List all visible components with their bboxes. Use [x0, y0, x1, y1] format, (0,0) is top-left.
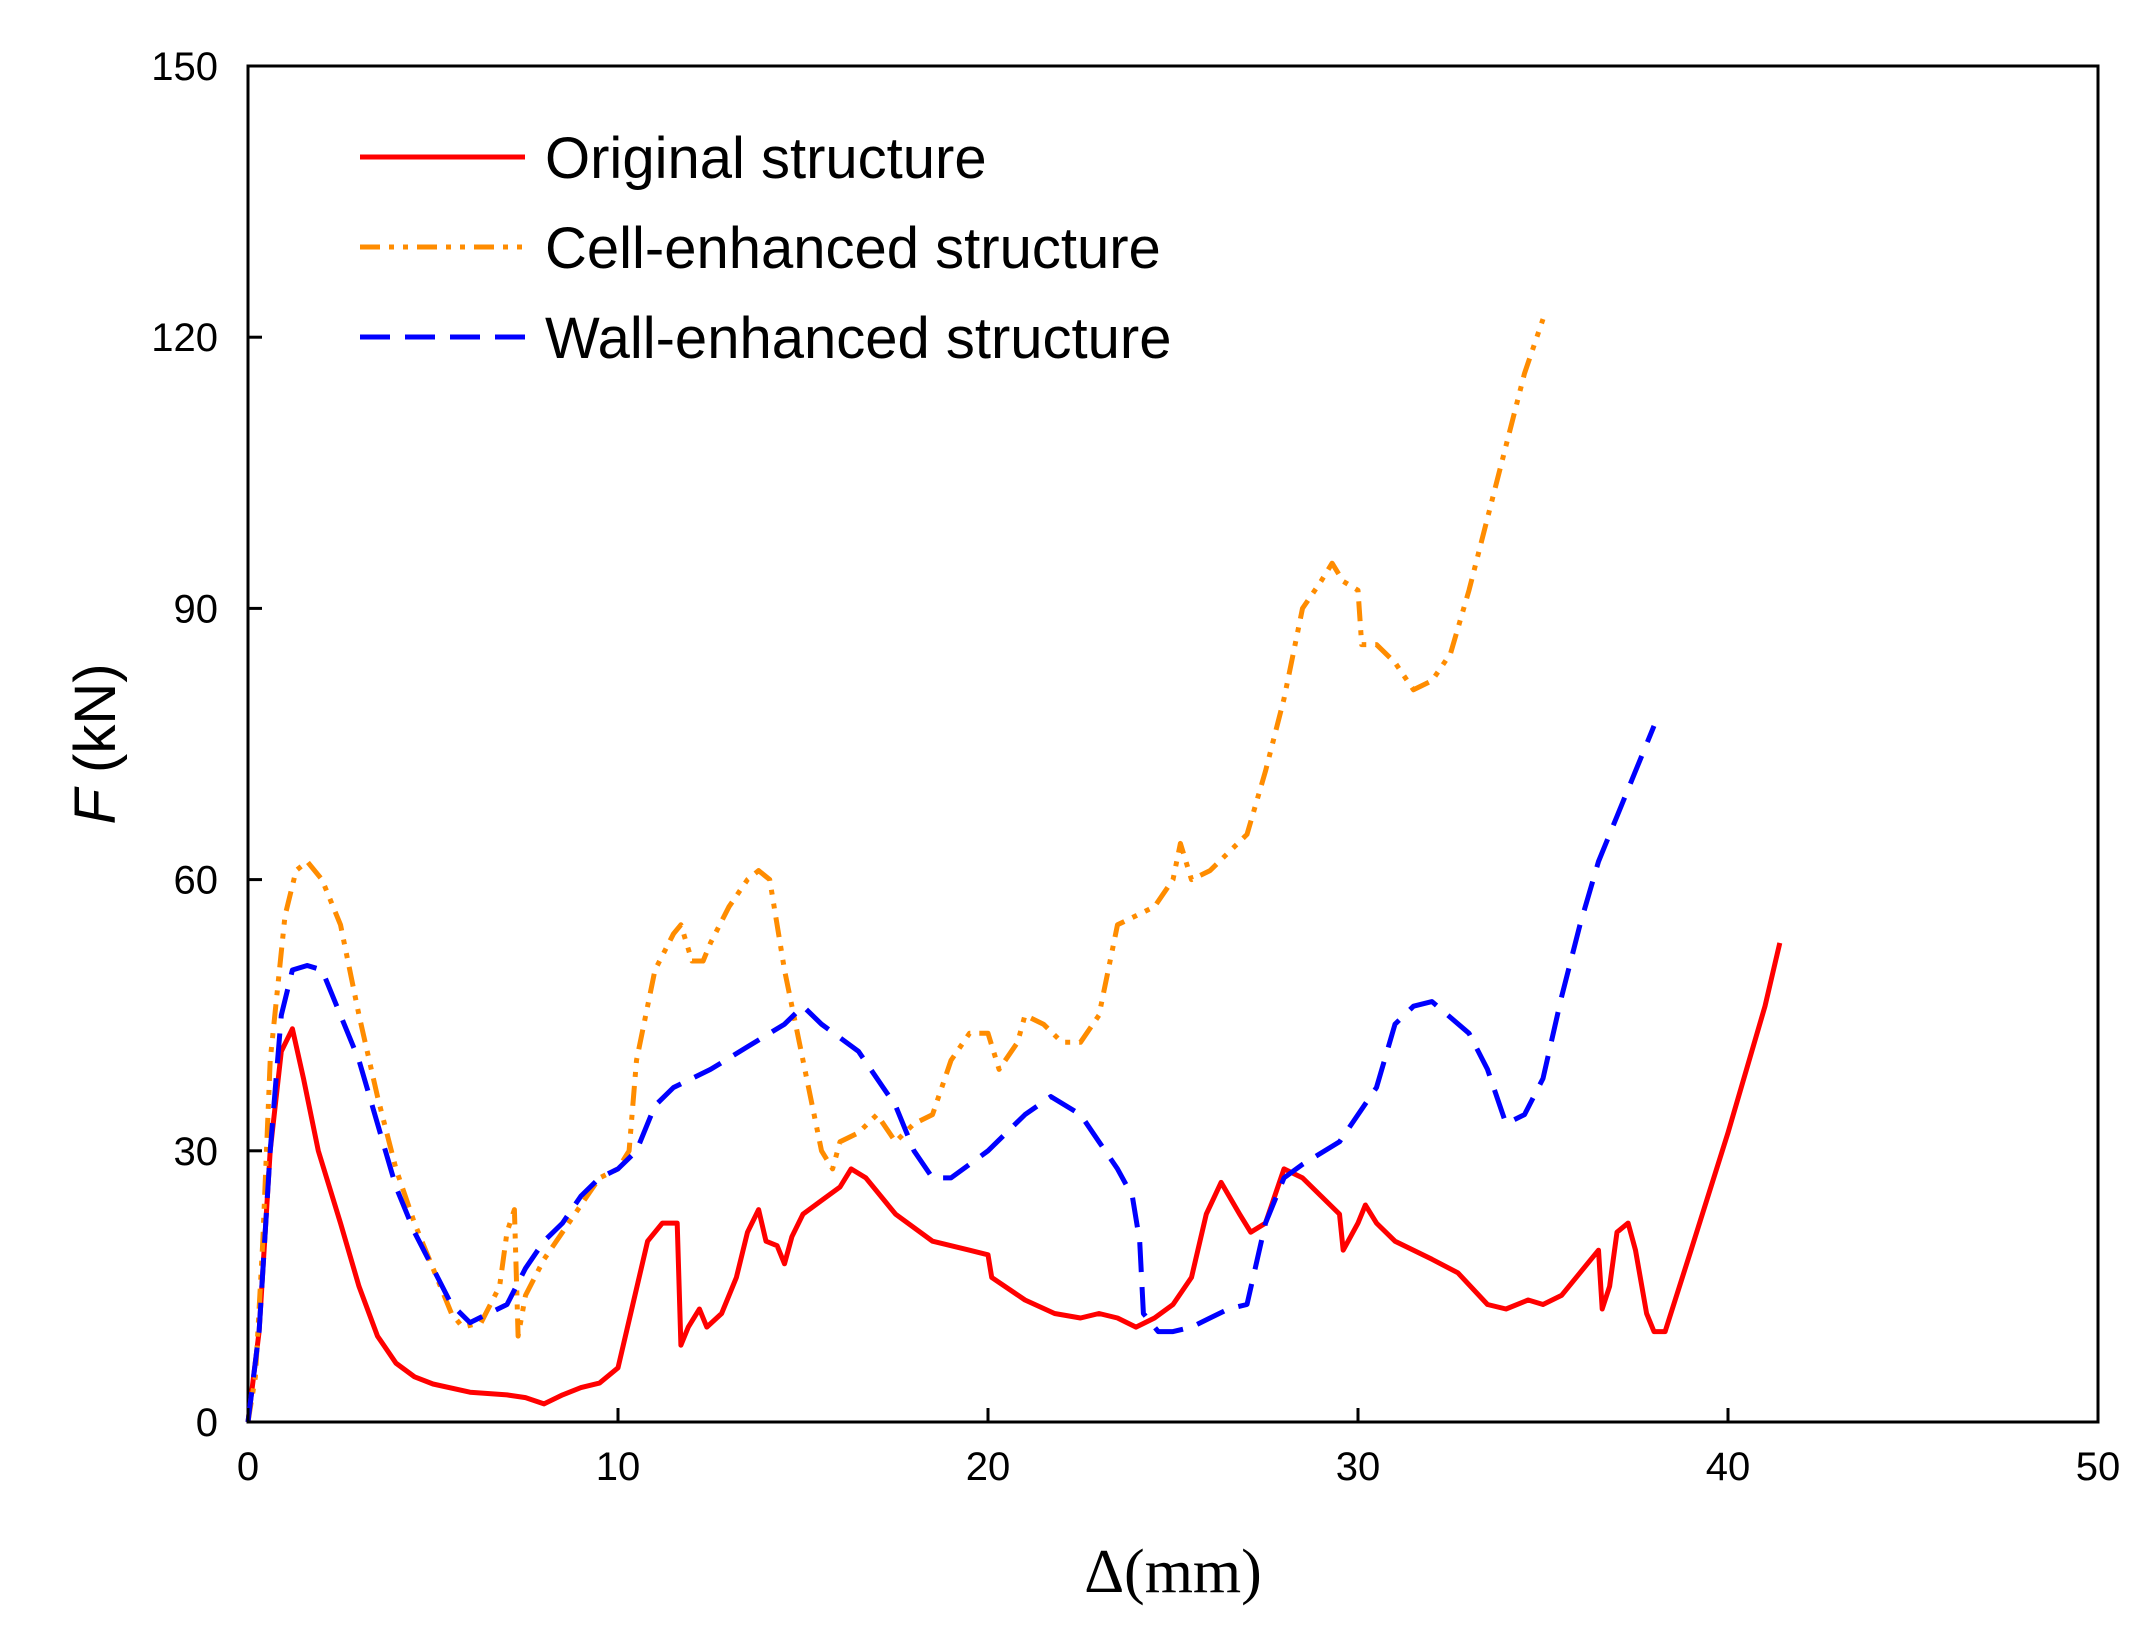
plot-frame — [246, 64, 2100, 1424]
x-tick-label-0: 0 — [237, 1445, 259, 1489]
x-tick-label-10: 10 — [596, 1445, 641, 1489]
legend-label-wall-enhanced: Wall-enhanced structure — [545, 306, 1171, 371]
legend: Original structure Cell-enhanced structu… — [360, 126, 1171, 371]
y-tick-label-60: 60 — [174, 859, 219, 903]
x-tick-label-50: 50 — [2076, 1445, 2121, 1489]
x-axis: 0 10 20 30 40 50 — [237, 1408, 2120, 1489]
y-axis: 0 30 60 90 120 150 — [151, 45, 262, 1445]
y-tick-label-0: 0 — [196, 1401, 218, 1445]
series-line-wall-enhanced — [245, 724, 1657, 1423]
series-line-cell-enhanced — [245, 318, 1546, 1423]
y-axis-label-variable: F — [63, 786, 128, 825]
y-tick-label-30: 30 — [174, 1130, 219, 1174]
legend-label-original: Original structure — [545, 126, 987, 191]
x-axis-label: Δ(mm) — [1084, 1538, 1262, 1606]
x-tick-label-40: 40 — [1706, 1445, 1751, 1489]
y-tick-label-90: 90 — [174, 587, 219, 631]
x-tick-label-30: 30 — [1336, 1445, 1381, 1489]
y-axis-label: F (kN) — [63, 663, 128, 824]
y-tick-label-150: 150 — [151, 45, 218, 89]
y-axis-label-unit: (kN) — [63, 663, 128, 789]
x-tick-label-20: 20 — [966, 1445, 1011, 1489]
series-line-original — [245, 942, 1783, 1423]
series-layer — [245, 318, 1783, 1423]
legend-label-cell-enhanced: Cell-enhanced structure — [545, 216, 1161, 281]
y-tick-label-120: 120 — [151, 316, 218, 360]
plot-area — [245, 64, 2100, 1424]
